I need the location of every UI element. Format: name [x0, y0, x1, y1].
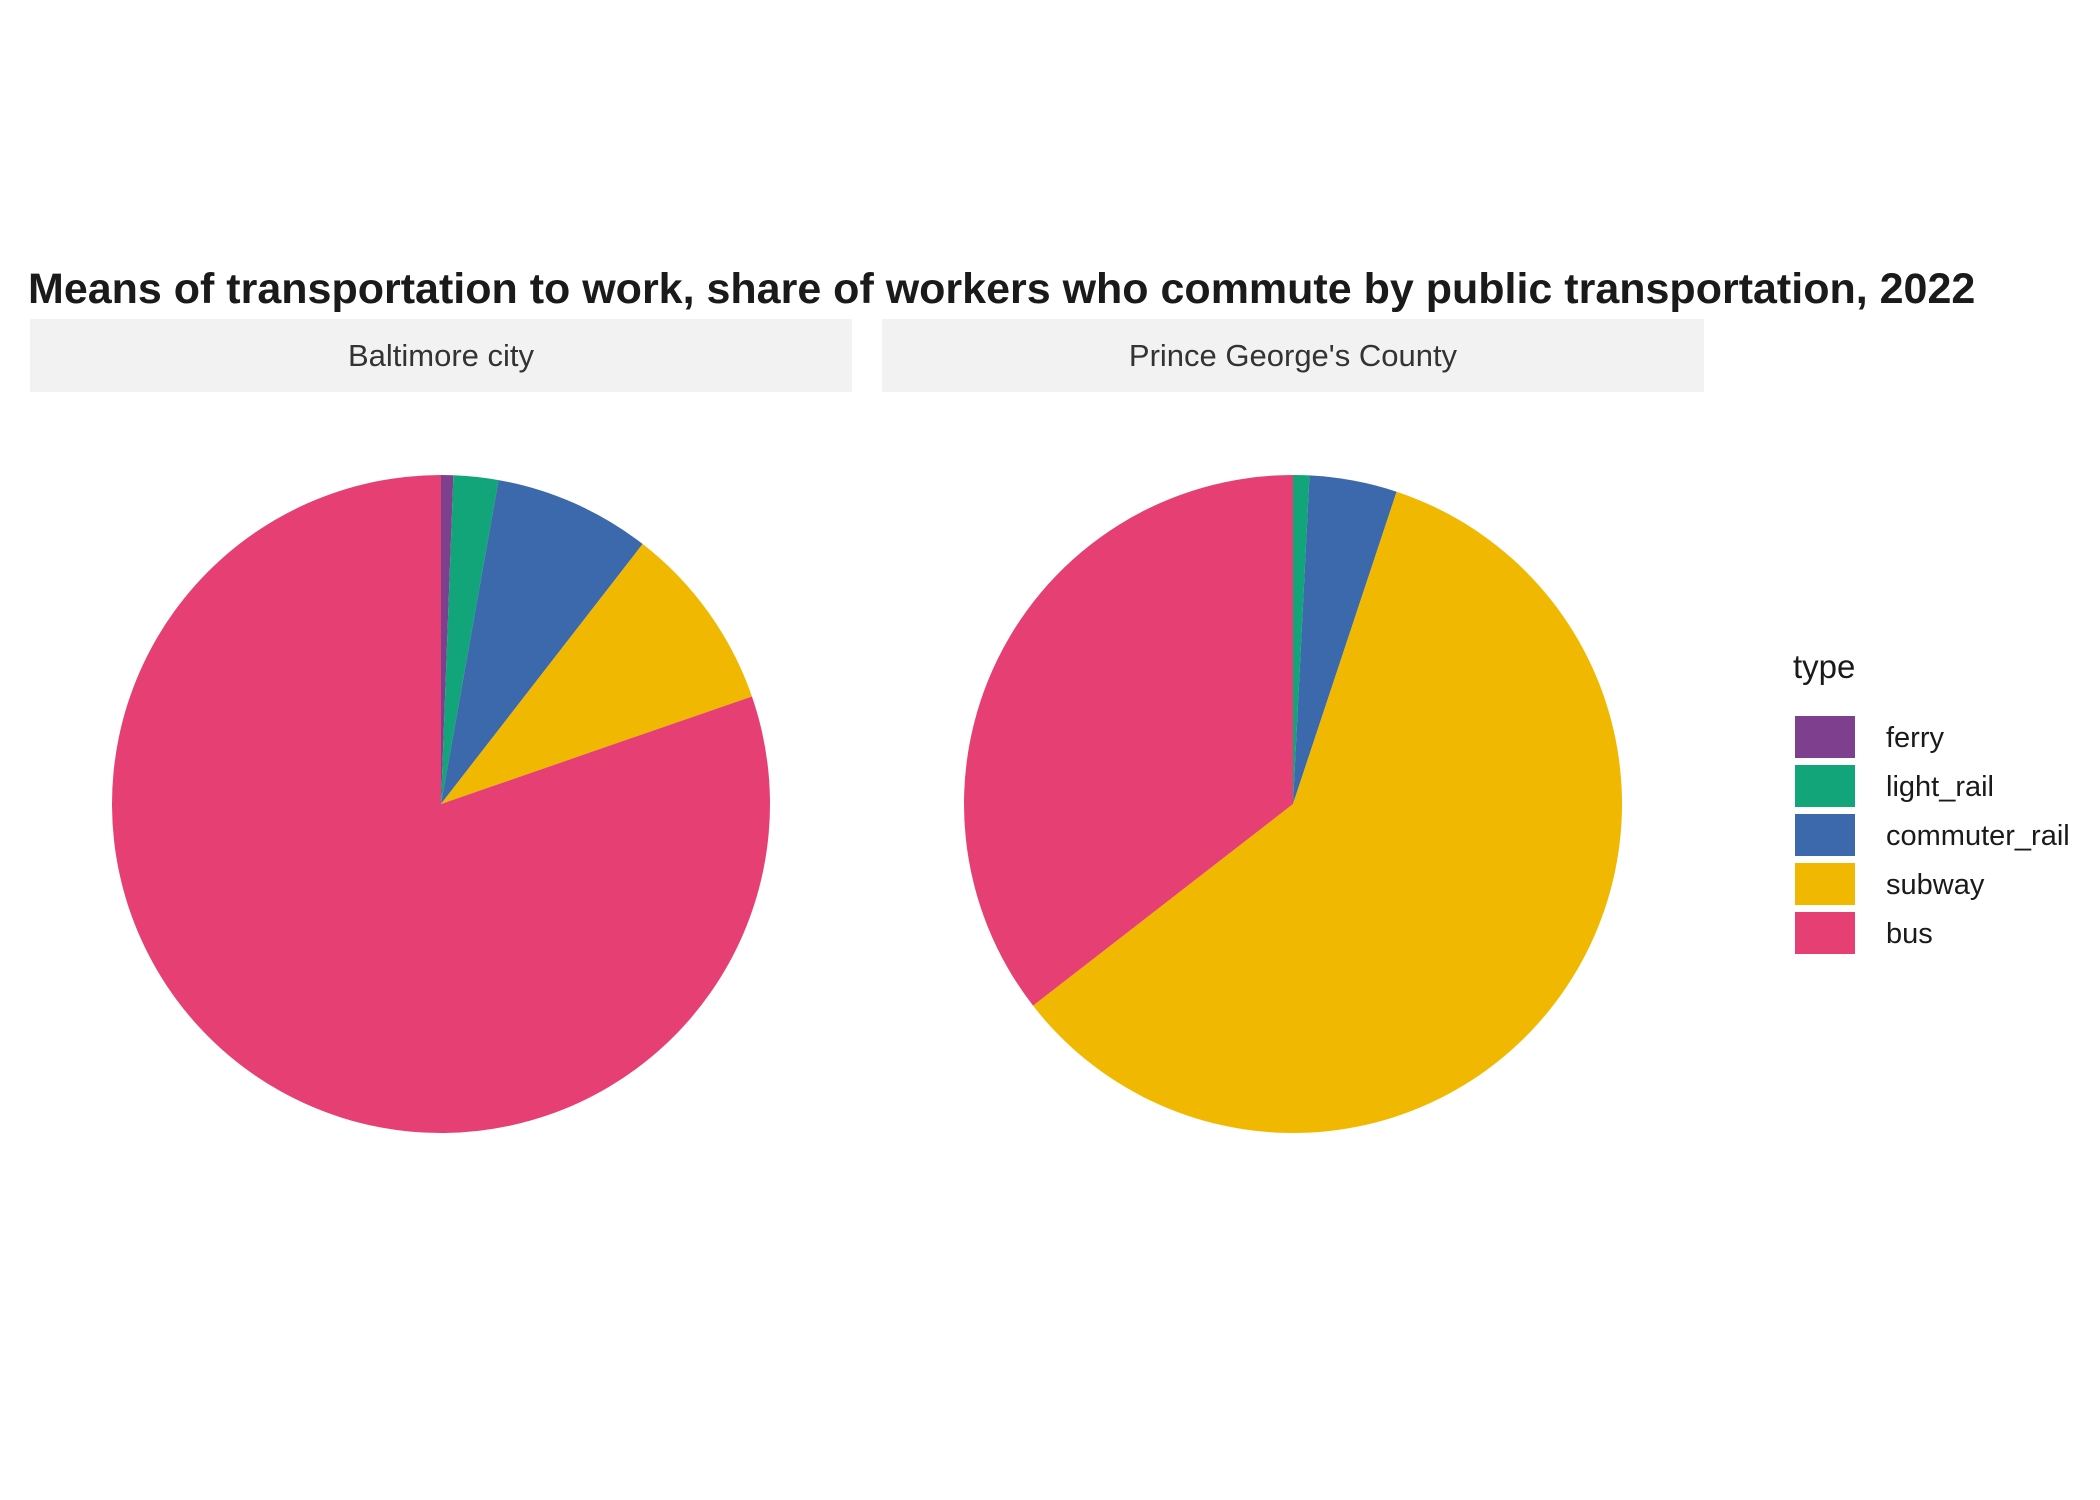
legend-label-bus: bus [1886, 918, 1933, 950]
facet-panel-baltimore: Baltimore city [30, 319, 852, 1133]
legend-label-subway: subway [1886, 869, 1985, 901]
pie-slice-commuter-rail [1293, 475, 1397, 804]
pie-slice-light-rail [1293, 475, 1310, 804]
pie-slice-bus [111, 475, 770, 1133]
pie-prince-georges [963, 475, 1622, 1133]
legend-label-light-rail: light_rail [1886, 771, 1994, 803]
pie-slice-light-rail [441, 475, 499, 804]
pie-baltimore [111, 475, 770, 1133]
legend-label-ferry: ferry [1886, 722, 1945, 754]
pie-slice-subway [1033, 491, 1622, 1133]
pie-slice-subway [441, 544, 752, 804]
pie-slice-commuter-rail [441, 480, 643, 804]
pie-slice-ferry [441, 475, 454, 804]
facet-panel-prince-georges: Prince George's County [882, 319, 1704, 1133]
legend-title: type [1793, 648, 1855, 685]
legend-key-ferry [1795, 716, 1855, 758]
legend-label-commuter-rail: commuter_rail [1886, 820, 2070, 852]
chart-title: Means of transportation to work, share o… [28, 265, 1975, 313]
legend-key-light-rail [1795, 765, 1855, 807]
facet-strip-prince-georges [882, 319, 1704, 392]
legend-key-subway [1795, 863, 1855, 905]
pie-slice-bus [963, 475, 1293, 1006]
facet-label-baltimore: Baltimore city [348, 338, 535, 373]
legend-key-bus [1795, 912, 1855, 954]
facet-label-prince-georges: Prince George's County [1129, 338, 1458, 373]
legend-key-commuter-rail [1795, 814, 1855, 856]
facet-strip-baltimore [30, 319, 852, 392]
